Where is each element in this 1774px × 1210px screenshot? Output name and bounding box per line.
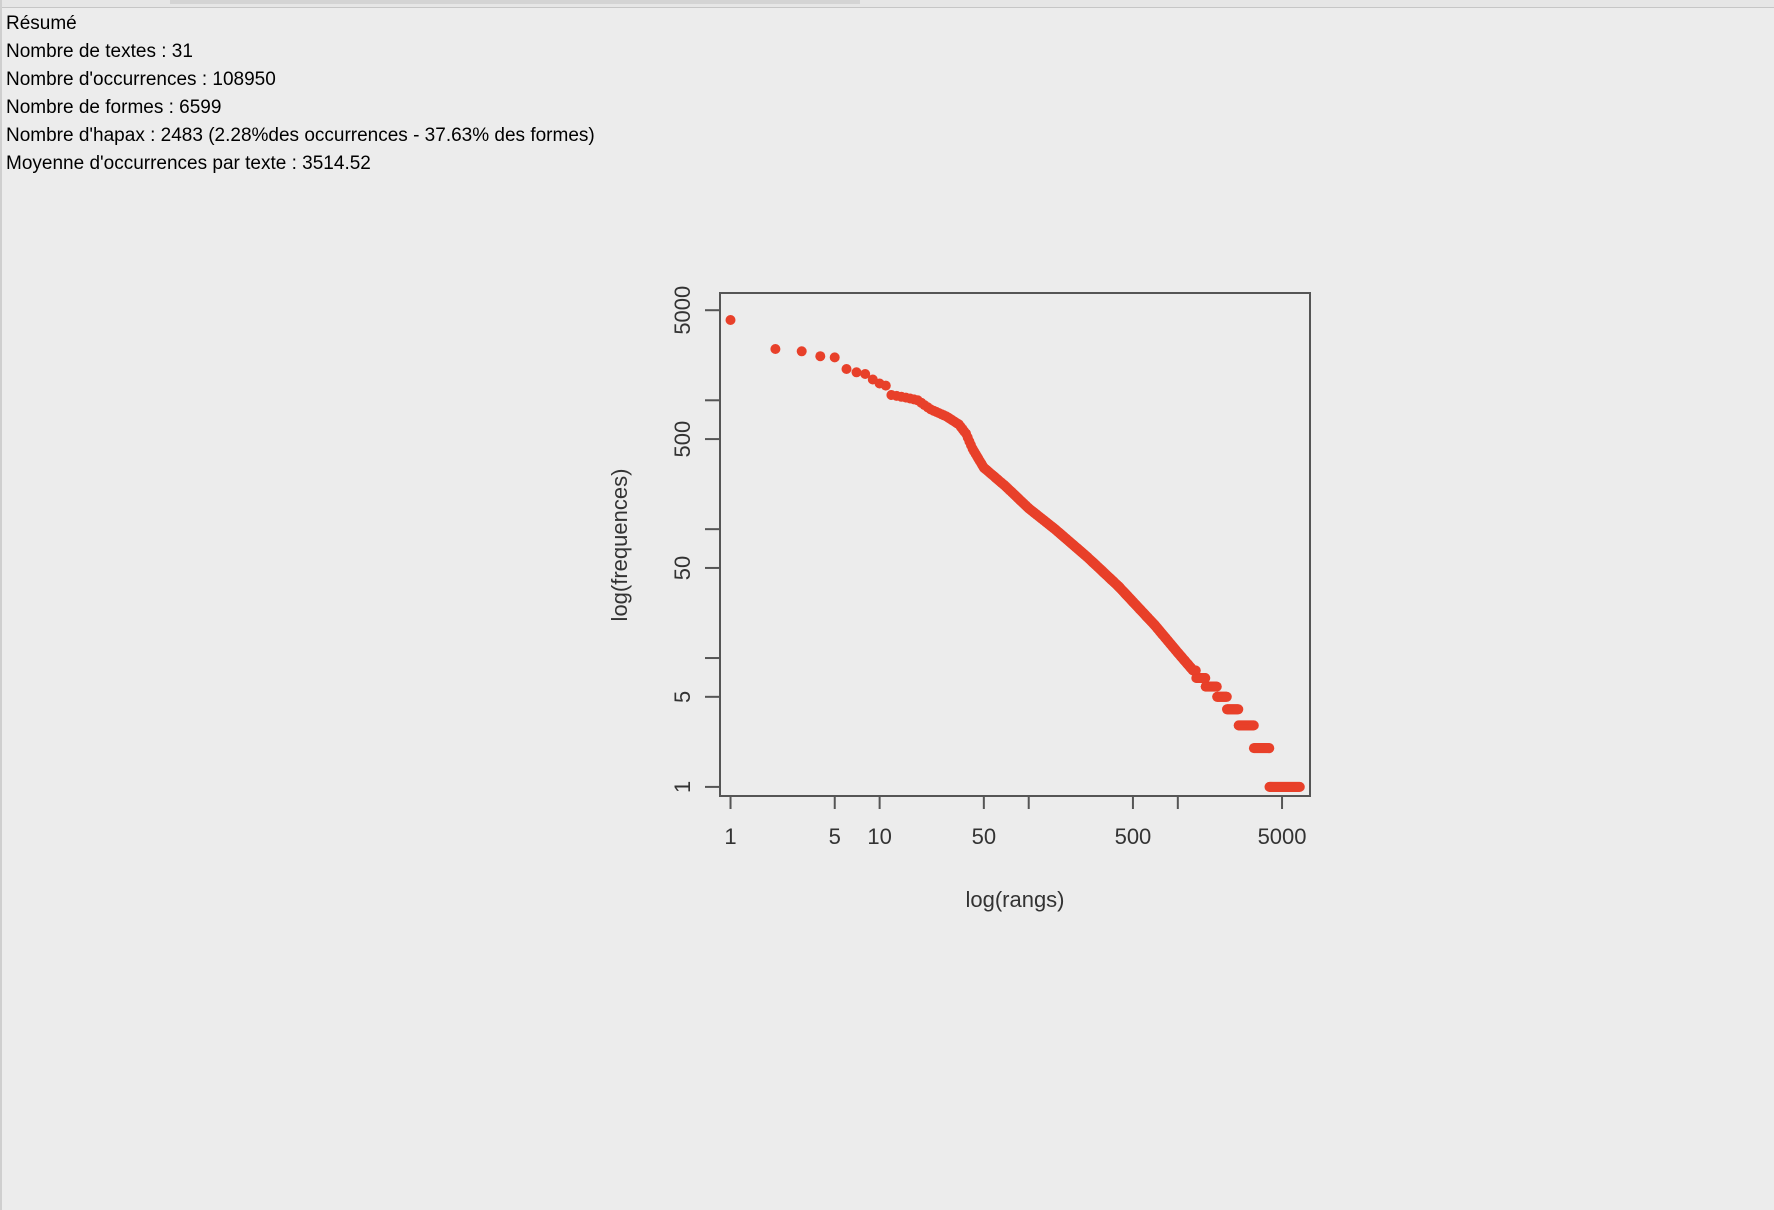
summary-line-texts: Nombre de textes : 31 — [6, 41, 193, 62]
y-tick-label: 5 — [670, 691, 695, 703]
data-point — [851, 367, 862, 378]
data-point — [1233, 704, 1244, 715]
data-point — [1294, 781, 1305, 792]
y-tick-label: 50 — [670, 556, 695, 580]
x-tick-label: 10 — [867, 824, 891, 849]
data-point — [1221, 691, 1232, 702]
data-point — [841, 364, 852, 374]
x-axis: 1 5 10 50 500 5000 — [724, 797, 1307, 849]
data-point — [860, 369, 871, 379]
y-tick-label: 5000 — [670, 286, 695, 335]
summary-line-mean: Moyenne d'occurrences par texte : 3514.5… — [6, 153, 371, 174]
data-points — [725, 315, 1305, 792]
summary-line-hapax: Nombre d'hapax : 2483 (2.28%des occurren… — [6, 125, 595, 146]
y-axis-label: log(frequences) — [607, 469, 632, 622]
x-tick-label: 5 — [829, 824, 841, 849]
data-point — [1248, 720, 1259, 731]
data-point — [880, 380, 891, 391]
summary-line-forms: Nombre de formes : 6599 — [6, 97, 222, 118]
window-top-border — [0, 0, 1774, 8]
x-tick-label: 50 — [972, 824, 996, 849]
data-point — [1200, 673, 1211, 683]
summary-title: Résumé — [6, 13, 77, 34]
data-point — [1264, 743, 1275, 754]
window-left-border — [0, 0, 2, 1210]
x-axis-label: log(rangs) — [965, 887, 1064, 912]
data-point — [796, 346, 807, 357]
data-point — [829, 352, 840, 363]
x-tick-label: 1 — [724, 824, 736, 849]
plot-frame — [719, 292, 1311, 797]
x-tick-label: 500 — [1115, 824, 1152, 849]
summary-panel: Résumé Nombre de textes : 31 Nombre d'oc… — [6, 10, 595, 178]
y-tick-label: 1 — [670, 781, 695, 793]
x-tick-label: 5000 — [1258, 824, 1307, 849]
data-point — [770, 344, 781, 354]
data-point — [1211, 681, 1222, 692]
tab-strip — [170, 0, 860, 4]
data-point — [815, 351, 826, 362]
y-tick-label: 500 — [670, 421, 695, 458]
y-axis: 1 5 50 500 5000 — [670, 286, 719, 793]
data-point — [725, 315, 736, 325]
summary-line-occurrences: Nombre d'occurrences : 108950 — [6, 69, 276, 90]
